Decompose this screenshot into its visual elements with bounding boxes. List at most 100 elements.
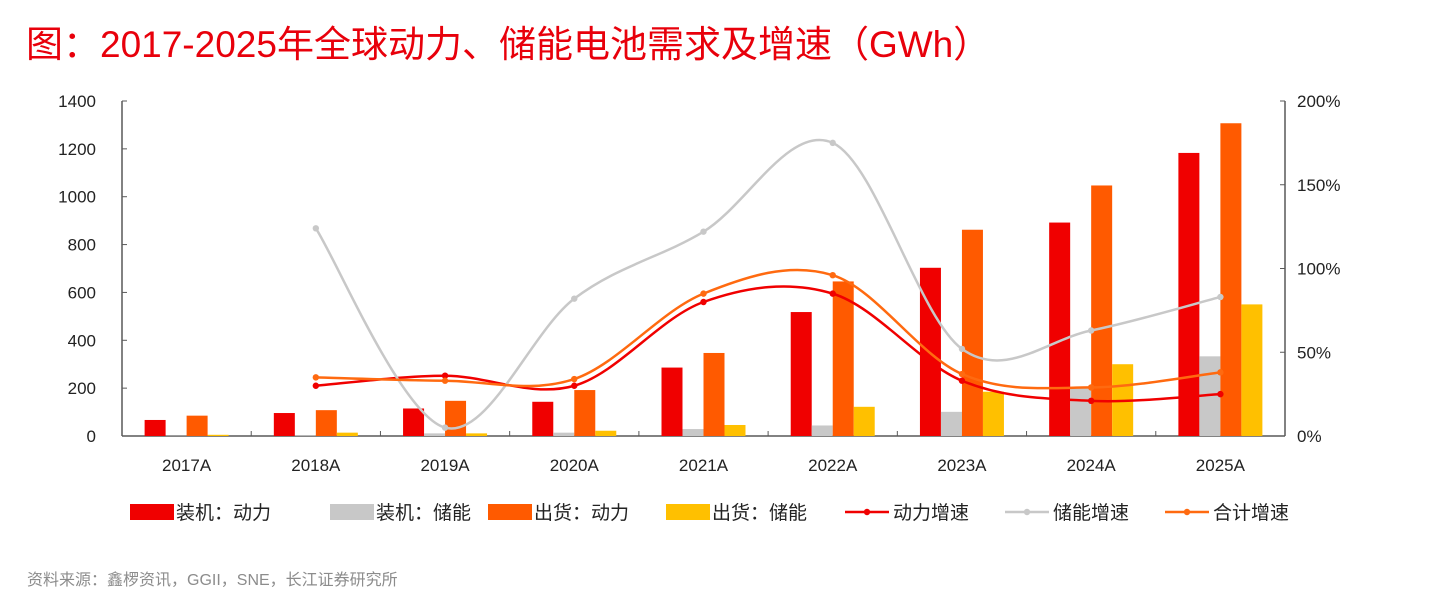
line-point <box>312 374 320 381</box>
bars <box>144 123 1263 437</box>
legend-label: 出货：动力 <box>534 502 629 524</box>
line-point <box>1087 327 1095 334</box>
bar-2 <box>424 433 446 436</box>
bar-4 <box>724 424 746 436</box>
legend-item: 出货：动力 <box>488 502 629 524</box>
line-series-3 <box>315 268 1221 390</box>
line-series-1 <box>315 285 1221 403</box>
bar-1 <box>144 419 166 436</box>
line-point <box>1217 390 1224 398</box>
bar-1 <box>1049 222 1071 436</box>
line-point <box>571 295 578 302</box>
right-tick-label: 150% <box>1297 176 1340 195</box>
legend-item: 动力增速 <box>845 502 969 524</box>
legend-label: 出货：储能 <box>712 502 807 524</box>
line-point <box>441 377 449 384</box>
bar-2 <box>811 425 833 436</box>
right-tick-label: 50% <box>1297 343 1331 362</box>
left-tick-label: 1400 <box>58 92 96 111</box>
bar-2 <box>553 432 575 436</box>
right-tick-label: 0% <box>1297 427 1322 446</box>
bar-4 <box>595 430 617 436</box>
line-point <box>958 345 966 353</box>
legend-swatch <box>330 504 374 520</box>
chart-title: 图：2017-2025年全球动力、储能电池需求及增速（GWh） <box>26 24 991 65</box>
bar-2 <box>940 411 962 436</box>
left-tick-label: 600 <box>68 283 96 302</box>
bar-3 <box>832 281 854 436</box>
line-point <box>1087 384 1095 391</box>
line-series-2 <box>314 138 1221 430</box>
x-tick-label: 2018A <box>291 456 341 475</box>
line-point <box>829 290 836 297</box>
bar-3 <box>186 415 208 436</box>
left-tick-label: 1000 <box>58 188 96 207</box>
left-tick-label: 1200 <box>58 140 96 159</box>
line-point <box>829 139 836 147</box>
bar-1 <box>403 408 425 436</box>
bar-1 <box>532 401 554 436</box>
bar-1 <box>790 312 812 436</box>
line-point <box>958 377 966 384</box>
x-tick-label: 2025A <box>1196 456 1246 475</box>
legend-swatch <box>130 504 174 520</box>
bar-3 <box>1091 185 1113 436</box>
bar-1 <box>661 367 683 436</box>
legend-label: 动力增速 <box>893 502 969 524</box>
x-tick-label: 2023A <box>937 456 987 475</box>
line-point <box>571 382 578 389</box>
legend-label: 合计增速 <box>1213 502 1289 524</box>
legend-label: 装机：动力 <box>176 502 271 524</box>
legend-label: 储能增速 <box>1053 502 1129 524</box>
lines <box>312 138 1224 431</box>
bar-2 <box>1199 356 1221 436</box>
x-tick-label: 2021A <box>679 456 729 475</box>
legend-label: 装机：储能 <box>376 502 471 524</box>
bar-3 <box>1220 123 1242 436</box>
line-point <box>700 290 707 297</box>
line-point <box>829 272 836 279</box>
left-tick-label: 800 <box>68 236 96 255</box>
source-note: 资料来源：鑫椤资讯，GGII，SNE，长江证券研究所 <box>27 572 398 589</box>
bar-4 <box>853 406 875 436</box>
line-point <box>958 370 966 378</box>
legend-marker <box>863 508 871 516</box>
legend-swatch <box>488 504 532 520</box>
x-tick-label: 2019A <box>420 456 470 475</box>
line-point <box>1087 397 1095 405</box>
bar-4 <box>982 391 1004 436</box>
left-tick-label: 400 <box>68 331 96 350</box>
legend-item: 合计增速 <box>1165 502 1289 524</box>
bar-2 <box>682 429 704 436</box>
line-point <box>441 372 449 379</box>
legend-item: 装机：储能 <box>330 502 471 524</box>
left-tick-label: 200 <box>68 379 96 398</box>
line-point <box>1217 293 1224 301</box>
legend-item: 储能增速 <box>1005 502 1129 524</box>
bar-2 <box>1070 388 1092 436</box>
right-tick-label: 100% <box>1297 260 1340 279</box>
legend-item: 装机：动力 <box>130 502 271 524</box>
line-point <box>1217 369 1224 376</box>
axes: 0 200 400 600 800 1000 1200 1400 0% 50% 100% 150% 20… <box>58 92 1340 475</box>
line-point <box>700 298 707 306</box>
legend-marker <box>1183 508 1191 516</box>
legend-swatch <box>666 504 710 520</box>
left-tick-label: 0 <box>87 427 96 446</box>
x-tick-label: 2017A <box>162 456 212 475</box>
line-point <box>312 225 320 232</box>
line-point <box>571 375 578 383</box>
line-point <box>700 228 707 235</box>
bar-3 <box>315 410 337 436</box>
bar-3 <box>703 352 725 436</box>
legend-item: 出货：储能 <box>666 502 807 524</box>
bar-4 <box>336 432 358 436</box>
right-tick-label: 200% <box>1297 92 1340 111</box>
bar-4 <box>207 434 229 436</box>
line-point <box>441 424 449 431</box>
x-tick-label: 2022A <box>808 456 858 475</box>
bar-1 <box>273 413 295 436</box>
bar-3 <box>445 400 467 436</box>
bar-3 <box>961 229 983 436</box>
